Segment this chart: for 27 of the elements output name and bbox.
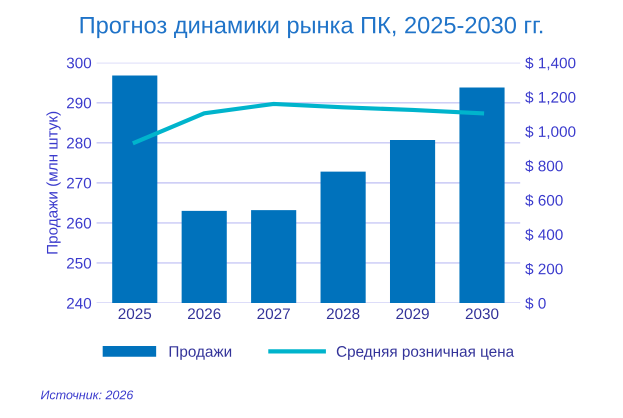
y2-tick-label: $ 1,000 [525,126,576,139]
y-tick-label: 250 [66,258,92,269]
y2-tick-label: $ 200 [525,262,563,276]
x-tick-label: 2025 [118,308,152,320]
y-tick-label: 260 [66,218,92,229]
y2-tick-label: $ 0 [525,297,546,310]
y2-tick-label: $ 800 [525,160,563,172]
y2-tick-label: $ 400 [525,228,563,241]
chart-title: Прогноз динамики рынка ПК, 2025-2030 гг. [80,16,542,38]
legend-label: Продажи [170,346,232,360]
y-axis-title: Продажи (млн штук) [46,112,61,254]
x-tick-label: 2027 [257,308,290,320]
x-tick-label: 2026 [188,308,221,320]
y-tick-label: 270 [66,178,92,189]
y2-tick-label: $ 600 [525,194,563,207]
legend-label: Средняя розничная цена [336,346,514,360]
y-tick-label: 290 [66,98,92,108]
text: Источник: 2026 [40,390,134,400]
y-tick-label: 240 [66,298,92,309]
x-tick-label: 2029 [396,308,429,320]
y-tick-label: 300 [66,58,92,68]
y2-tick-label: $ 1,200 [525,91,576,105]
y-tick-label: 280 [66,138,92,149]
y2-tick-label: $ 1,400 [525,56,576,70]
x-tick-label: 2030 [466,308,498,320]
line-series [132,102,484,145]
x-tick-label: 2028 [326,308,360,320]
